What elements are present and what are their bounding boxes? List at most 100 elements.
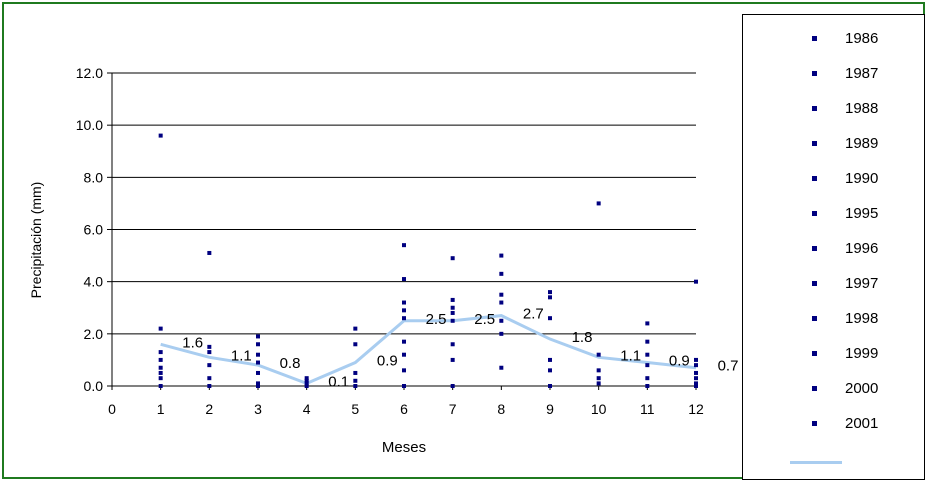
data-point-2000 bbox=[645, 363, 650, 368]
data-point-2001 bbox=[450, 357, 455, 362]
mean-data-label: 0.8 bbox=[280, 355, 301, 372]
data-point-1998 bbox=[645, 352, 650, 357]
data-point-1998 bbox=[694, 363, 698, 368]
data-point-1998 bbox=[450, 310, 455, 315]
data-point-1997 bbox=[402, 316, 406, 321]
mean-data-labels: 1.6 1.1 0.8 0.1 0.9 2.5 2.5 2.7 1.8 1.1 0.9 0.7 bbox=[182, 306, 738, 391]
mean-data-label: 1.1 bbox=[620, 347, 641, 364]
data-point-1995 bbox=[158, 370, 163, 375]
legend-item-1998: 1998 bbox=[743, 305, 923, 335]
data-point-1990 bbox=[645, 321, 650, 326]
legend-item-1987: 1987 bbox=[743, 60, 923, 90]
y-tick-label: 4.0 bbox=[84, 274, 104, 290]
legend-marker bbox=[812, 316, 817, 321]
data-point-2000 bbox=[548, 368, 552, 373]
data-point-1995 bbox=[499, 292, 504, 297]
x-axis-title: Meses bbox=[382, 439, 426, 456]
legend-label: 1999 bbox=[845, 345, 879, 362]
legend-marker bbox=[812, 246, 817, 251]
data-point-2000 bbox=[353, 378, 358, 383]
data-point-2001 bbox=[353, 384, 358, 388]
legend-marker bbox=[812, 106, 817, 111]
data-point-2001 bbox=[499, 365, 504, 370]
legend-item-2001: 2001 bbox=[743, 410, 923, 440]
legend-marker bbox=[812, 176, 817, 181]
data-point-1998 bbox=[402, 339, 406, 344]
mean-data-label: 2.5 bbox=[426, 311, 447, 328]
x-tick-label: 5 bbox=[351, 401, 359, 417]
data-point-1996 bbox=[450, 305, 455, 310]
x-tick-label: 10 bbox=[591, 401, 607, 417]
data-point-1989 bbox=[158, 357, 163, 362]
mean-data-label: 2.5 bbox=[474, 311, 495, 328]
legend-item-1995: 1995 bbox=[743, 200, 923, 230]
data-point-1999 bbox=[694, 370, 698, 375]
legend-label: 1990 bbox=[845, 170, 879, 187]
data-point-1988 bbox=[158, 350, 163, 355]
x-tick-label: 0 bbox=[108, 401, 116, 417]
data-point-1995 bbox=[207, 350, 212, 355]
data-point-1989 bbox=[499, 271, 504, 276]
legend-marker bbox=[812, 141, 817, 146]
legend-marker bbox=[812, 421, 817, 426]
legend-label: 1996 bbox=[845, 240, 879, 257]
data-point-1997 bbox=[694, 357, 698, 362]
data-point-1990 bbox=[207, 344, 212, 349]
data-point-1997 bbox=[158, 384, 163, 388]
legend-label: 1988 bbox=[845, 100, 879, 117]
x-tick-label: 8 bbox=[497, 401, 505, 417]
data-point-1987 bbox=[353, 326, 358, 331]
x-tick-label: 12 bbox=[688, 401, 704, 417]
grid-lines bbox=[112, 72, 696, 335]
data-point-2001 bbox=[548, 384, 552, 388]
data-point-2001 bbox=[596, 381, 601, 386]
data-point-1987 bbox=[158, 326, 163, 331]
data-point-2001 bbox=[450, 384, 455, 388]
data-point-1996 bbox=[645, 339, 650, 344]
data-point-2000 bbox=[596, 376, 601, 381]
data-point-1990 bbox=[158, 365, 163, 370]
legend-item-1988: 1988 bbox=[743, 95, 923, 125]
data-point-1988 bbox=[256, 334, 260, 339]
data-point-1999 bbox=[353, 370, 358, 375]
x-tick-label: 1 bbox=[157, 401, 165, 417]
data-point-1995 bbox=[694, 279, 698, 284]
data-point-1997 bbox=[596, 352, 601, 357]
data-point-1990 bbox=[450, 297, 455, 302]
mean-data-label: 0.1 bbox=[328, 373, 349, 390]
data-point-1999 bbox=[499, 318, 504, 323]
legend-label: 1989 bbox=[845, 135, 879, 152]
data-point-1997 bbox=[499, 300, 504, 305]
legend-label: 2001 bbox=[845, 415, 879, 432]
legend-item-1989: 1989 bbox=[743, 130, 923, 160]
mean-data-label: 2.7 bbox=[523, 306, 544, 323]
data-point-2000 bbox=[256, 384, 260, 388]
data-point-1999 bbox=[596, 368, 601, 373]
x-tick-label: 4 bbox=[303, 401, 311, 417]
legend-marker bbox=[812, 211, 817, 216]
data-point-2000 bbox=[694, 376, 698, 381]
data-point-1988 bbox=[450, 256, 455, 261]
legend-marker bbox=[812, 351, 817, 356]
legend-item-2000: 2000 bbox=[743, 375, 923, 405]
legend-label: 1987 bbox=[845, 65, 879, 82]
y-tick-label: 0.0 bbox=[84, 378, 104, 394]
data-point-1995 bbox=[304, 376, 309, 381]
legend-label: 1997 bbox=[845, 275, 879, 292]
data-point-2000 bbox=[304, 384, 309, 388]
data-point-1987 bbox=[207, 250, 212, 255]
data-point-1998 bbox=[548, 357, 552, 362]
x-tick-label: 9 bbox=[546, 401, 554, 417]
data-point-1986 bbox=[158, 133, 163, 138]
legend-label: 2000 bbox=[845, 380, 879, 397]
data-point-1989 bbox=[256, 342, 260, 347]
legend-label: 1986 bbox=[845, 30, 879, 47]
legend-item-1986: 1986 bbox=[743, 25, 923, 55]
legend-mean-line-swatch bbox=[790, 461, 842, 464]
data-point-1996 bbox=[548, 316, 552, 321]
mean-data-label: 1.6 bbox=[182, 334, 203, 351]
data-point-1999 bbox=[450, 318, 455, 323]
mean-line bbox=[160, 314, 697, 386]
mean-line-layer bbox=[160, 314, 697, 386]
x-tick-label: 3 bbox=[254, 401, 262, 417]
